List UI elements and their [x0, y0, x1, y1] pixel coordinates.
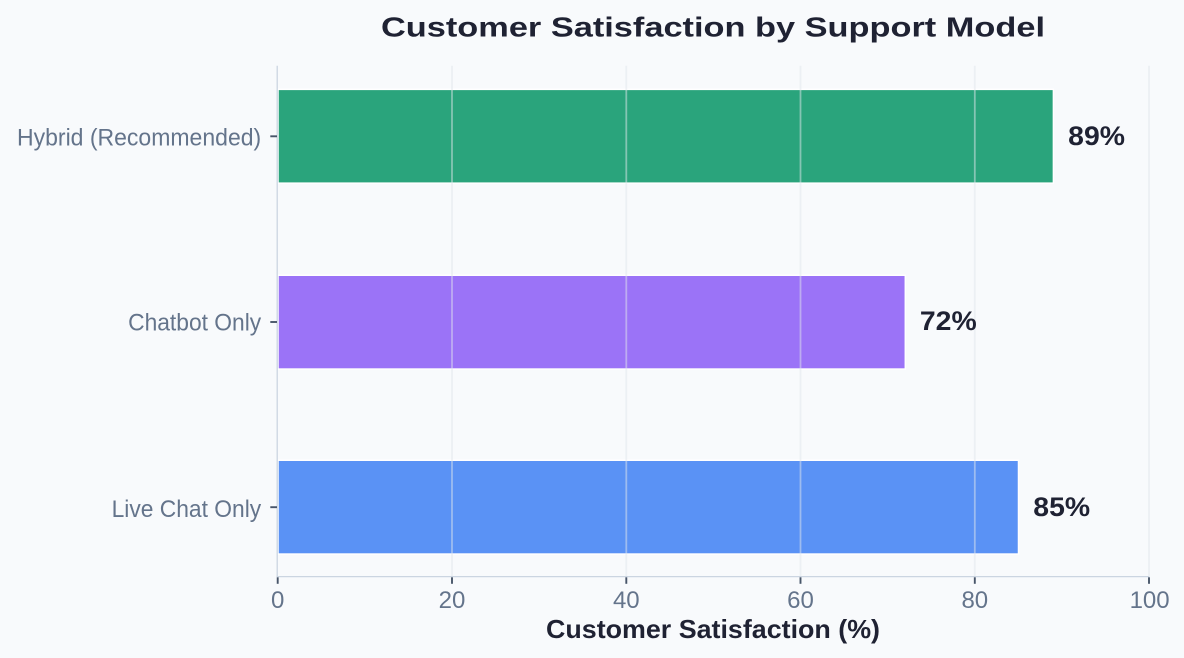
svg-text:89%: 89%	[1068, 121, 1125, 151]
svg-text:72%: 72%	[920, 306, 977, 336]
svg-text:100: 100	[1130, 587, 1170, 614]
svg-text:85%: 85%	[1033, 492, 1090, 522]
svg-text:Customer Satisfaction by Suppo: Customer Satisfaction by Support Model	[381, 11, 1045, 42]
svg-text:40: 40	[613, 587, 640, 614]
svg-text:Customer Satisfaction (%): Customer Satisfaction (%)	[546, 614, 880, 644]
svg-text:0: 0	[271, 587, 284, 614]
svg-text:Chatbot Only: Chatbot Only	[128, 310, 261, 337]
svg-text:80: 80	[961, 587, 988, 614]
svg-text:Hybrid (Recommended): Hybrid (Recommended)	[17, 124, 261, 151]
svg-text:20: 20	[439, 587, 466, 614]
svg-text:Live Chat Only: Live Chat Only	[112, 496, 262, 523]
svg-text:60: 60	[787, 587, 814, 614]
